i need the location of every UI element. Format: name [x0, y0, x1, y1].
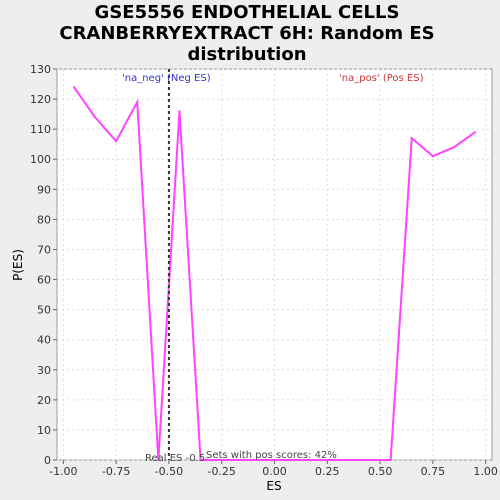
data-point	[72, 86, 75, 89]
x-tick-label: 0.25	[315, 465, 340, 478]
data-point	[389, 459, 392, 461]
chart-title-line-2: CRANBERRYEXTRACT 6H: Random ES	[59, 23, 434, 44]
data-point	[157, 459, 160, 461]
y-tick-label: 30	[37, 364, 51, 377]
y-axis-ticks: 0 10 20 30 40 50 60 70 80 90 100 110 120 130	[30, 63, 57, 467]
data-point	[199, 459, 202, 461]
y-tick-label: 50	[37, 304, 51, 317]
data-point	[410, 137, 413, 140]
data-point	[241, 459, 244, 461]
neg-es-label: 'na_neg' (Neg ES)	[122, 73, 211, 84]
data-point	[431, 155, 434, 158]
x-axis-ticks: -1.00 -0.75 -0.50 -0.25 0.00 0.25 0.50 0.75 1.00	[49, 460, 498, 478]
chart-title-line-3: distribution	[187, 44, 306, 65]
data-point	[305, 459, 308, 461]
x-tick-label: -0.50	[155, 465, 183, 478]
x-tick-label: 1.00	[473, 465, 498, 478]
data-point	[262, 459, 265, 461]
y-axis-label: P(ES)	[11, 249, 25, 281]
x-tick-label: -1.00	[49, 465, 77, 478]
data-point	[368, 459, 371, 461]
data-point	[94, 116, 97, 119]
data-point	[284, 459, 287, 461]
y-tick-label: 0	[44, 454, 51, 467]
y-tick-label: 130	[30, 63, 51, 76]
y-tick-label: 60	[37, 274, 51, 287]
y-tick-label: 40	[37, 334, 51, 347]
data-point	[136, 101, 139, 104]
data-point	[178, 110, 181, 113]
data-point	[115, 140, 118, 143]
x-tick-label: 0.00	[262, 465, 287, 478]
data-point	[326, 459, 329, 461]
y-tick-label: 70	[37, 243, 51, 256]
y-tick-label: 10	[37, 424, 51, 437]
data-point	[452, 146, 455, 149]
x-tick-label: 0.50	[368, 465, 393, 478]
pos-es-label: 'na_pos' (Pos ES)	[339, 73, 424, 84]
x-tick-label: -0.75	[102, 465, 130, 478]
y-tick-label: 80	[37, 213, 51, 226]
data-point	[220, 459, 223, 461]
x-axis-label: ES	[266, 479, 281, 493]
data-point	[347, 459, 350, 461]
chart-title-line-1: GSE5556 ENDOTHELIAL CELLS	[95, 2, 400, 23]
real-es-label: Real ES -0.5	[145, 453, 205, 464]
data-point	[474, 131, 477, 134]
series-lines	[72, 86, 477, 461]
y-tick-label: 100	[30, 153, 51, 166]
y-tick-label: 90	[37, 183, 51, 196]
pos-scores-label: Sets with pos scores: 42%	[206, 450, 337, 461]
es-distribution-line	[73, 86, 476, 461]
y-tick-label: 120	[30, 93, 51, 106]
x-tick-label: 0.75	[421, 465, 446, 478]
y-tick-label: 110	[30, 123, 51, 136]
x-tick-label: -0.25	[207, 465, 235, 478]
y-tick-label: 20	[37, 394, 51, 407]
